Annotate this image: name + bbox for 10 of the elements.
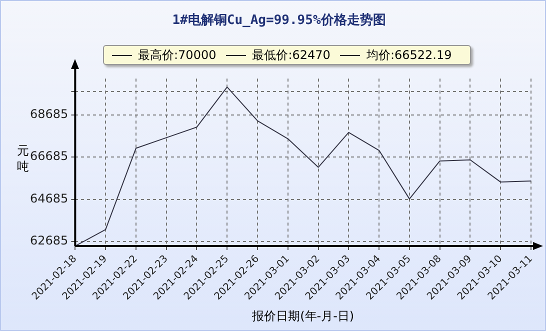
text: 最低价:62470 <box>252 46 330 64</box>
x-axis-title: 报价日期(年-月-日) <box>251 308 354 323</box>
chart-title: 1#电解铜Cu_Ag=99.95%价格走势图 <box>172 12 386 28</box>
y-axis-title: 元吨 <box>17 143 29 174</box>
y-tick-label: 66685 <box>30 149 68 164</box>
y-tick-label: 62685 <box>30 234 68 248</box>
text: 均价:66522.19 <box>366 46 452 64</box>
y-tick-label: 64685 <box>30 191 68 206</box>
text: 最高价:70000 <box>138 46 216 64</box>
y-tick-label: 68685 <box>30 106 68 121</box>
